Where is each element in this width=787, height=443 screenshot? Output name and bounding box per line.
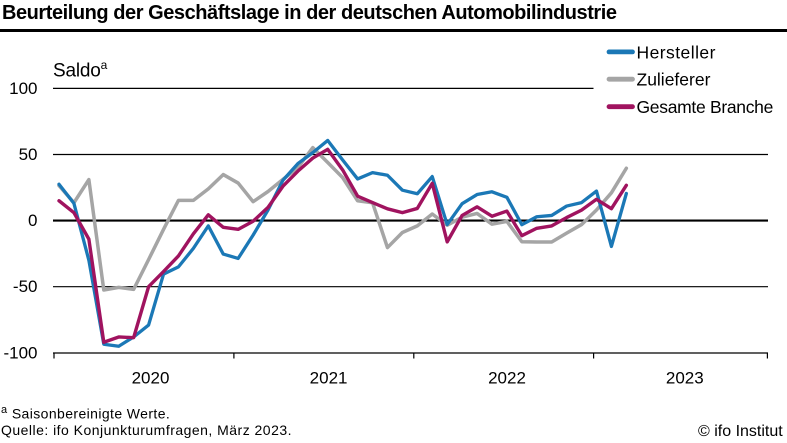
svg-text:Hersteller: Hersteller (637, 42, 716, 62)
svg-text:Gesamte Branche: Gesamte Branche (637, 97, 774, 117)
svg-text:-50: -50 (13, 277, 38, 296)
svg-text:2020: 2020 (132, 369, 170, 388)
svg-text:0: 0 (28, 211, 37, 230)
svg-text:2021: 2021 (310, 369, 348, 388)
svg-text:2022: 2022 (488, 369, 526, 388)
svg-text:2023: 2023 (666, 369, 704, 388)
svg-text:-100: -100 (3, 344, 37, 363)
svg-text:Zulieferer: Zulieferer (637, 70, 711, 90)
svg-text:50: 50 (19, 145, 38, 164)
svg-text:100: 100 (9, 79, 37, 98)
